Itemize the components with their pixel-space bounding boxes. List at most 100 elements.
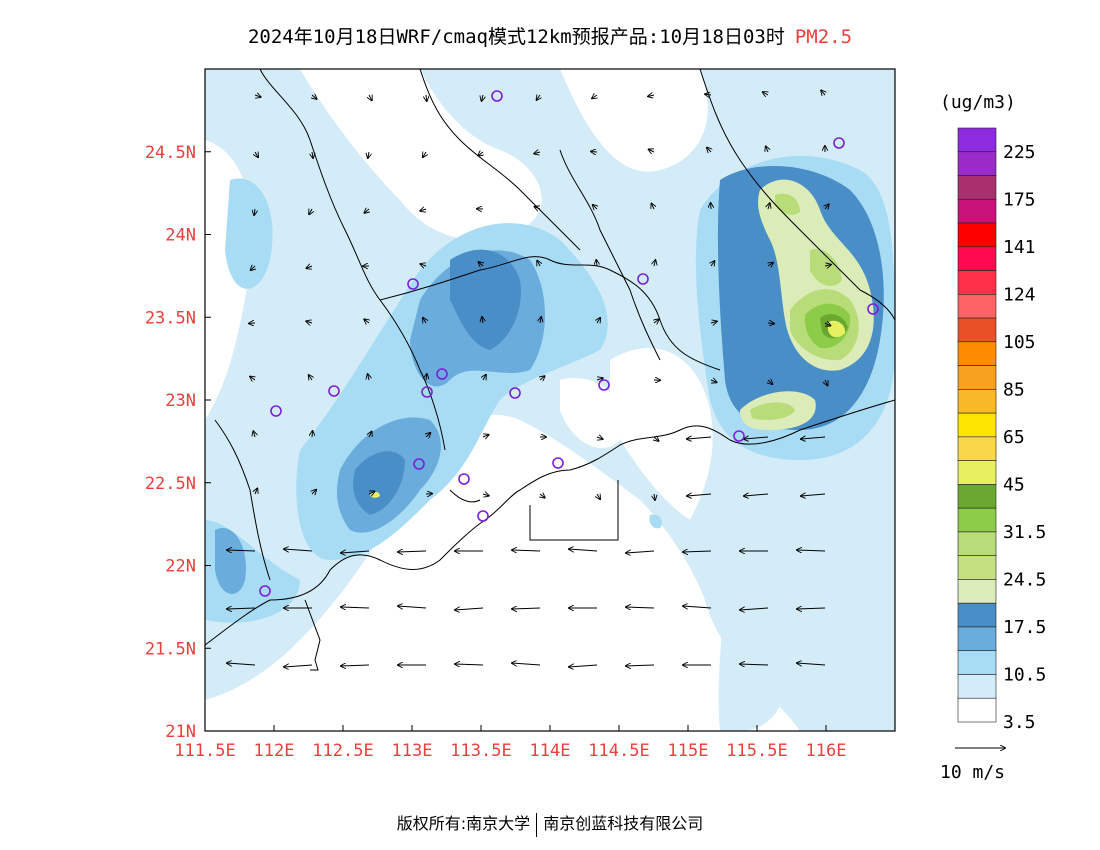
wind-arrow <box>569 665 598 667</box>
colorbar-swatch <box>957 270 997 295</box>
wind-arrow <box>312 151 313 158</box>
y-axis-ticks: 21N 21.5N 22N 22.5N 23N 23.5N 24N 24.5N <box>145 143 211 742</box>
x-axis-ticks: 111.5E 112E 112.5E 113E 113.5E 114E 114.5E 115E… <box>174 725 846 761</box>
wind-arrow <box>592 95 597 98</box>
colorbar-swatch <box>957 175 997 200</box>
footer-separator <box>536 812 538 837</box>
wind-arrow <box>368 374 369 381</box>
wind-arrow <box>426 94 427 101</box>
wind-arrow <box>651 204 654 209</box>
wind-arrow <box>825 204 829 209</box>
wind-arrow <box>596 437 603 439</box>
y-tick-label: 23.5N <box>145 308 196 328</box>
wind-arrow <box>420 209 427 211</box>
wind-arrow <box>534 207 540 209</box>
wind-arrow <box>766 146 768 152</box>
wind-arrow <box>537 261 540 266</box>
wind-arrow <box>626 551 655 553</box>
wind-arrow <box>455 608 484 610</box>
wind-arrow <box>711 380 717 382</box>
wind-arrow <box>825 380 828 385</box>
wind-arrow <box>284 549 313 551</box>
wind-arrow <box>483 375 486 380</box>
station-marker <box>637 273 649 285</box>
wind-arrow <box>482 494 489 496</box>
station-marker <box>733 430 745 442</box>
colorbar-label: 124 <box>1003 284 1036 305</box>
wind-arrow <box>309 375 312 380</box>
colorbar <box>957 127 997 723</box>
colorbar-label: 45 <box>1003 474 1025 495</box>
wind-arrow <box>767 323 774 324</box>
colorbar-swatch <box>957 507 997 533</box>
colorbar-label: 105 <box>1003 332 1036 353</box>
colorbar-swatch <box>957 127 997 153</box>
pm25-shading <box>205 69 895 731</box>
wind-arrow <box>312 95 317 99</box>
colorbar-swatch <box>957 484 997 509</box>
station-marker <box>477 510 489 522</box>
wind-arrow <box>482 317 483 324</box>
colorbar-label: 85 <box>1003 379 1025 400</box>
y-tick-label: 24.5N <box>145 143 196 163</box>
wind-legend: 10 m/s <box>940 748 1005 783</box>
station-markers <box>259 90 879 597</box>
wind-arrow <box>306 266 312 268</box>
wind-arrow <box>801 437 826 439</box>
wind-arrow <box>797 550 826 551</box>
wind-arrow <box>227 663 256 665</box>
wind-arrow <box>368 151 369 158</box>
wind-arrow <box>423 318 426 323</box>
colorbar-swatch <box>957 602 997 628</box>
colorbar-swatch <box>957 626 997 652</box>
wind-arrow <box>763 92 768 95</box>
wind-arrow <box>626 665 655 666</box>
wind-arrow <box>478 152 483 156</box>
wind-arrow <box>821 90 825 95</box>
wind-arrow <box>740 664 769 665</box>
wind-arrow <box>540 494 545 498</box>
colorbar-swatch <box>957 531 997 556</box>
footer: 版权所有:南京大学 南京创蓝科技有限公司 <box>0 810 1100 837</box>
footer-copyright: 版权所有:南京大学 <box>396 814 531 833</box>
wind-arrows <box>227 90 831 667</box>
wind-arrow <box>423 152 426 157</box>
colorbar-unit: (ug/m3) <box>940 92 1016 113</box>
colorbar-swatch <box>957 246 997 271</box>
colorbar-swatch <box>957 460 997 485</box>
wind-arrow <box>648 95 655 96</box>
wind-arrow <box>569 549 598 551</box>
wind-arrow <box>768 263 773 266</box>
wind-arrow <box>768 203 770 210</box>
wind-arrow <box>687 494 712 496</box>
x-tick-label: 113E <box>392 741 433 761</box>
wind-arrow <box>341 665 370 666</box>
x-tick-label: 115.5E <box>726 741 787 761</box>
variable-label: PM2.5 <box>794 26 853 48</box>
wind-arrow <box>483 435 489 437</box>
wind-arrow <box>596 378 603 380</box>
y-tick-label: 22N <box>165 557 196 577</box>
wind-arrow <box>768 380 772 384</box>
wind-arrow <box>512 608 541 609</box>
station-marker <box>509 387 521 399</box>
wind-arrow <box>253 431 255 438</box>
wind-arrow <box>306 321 313 323</box>
x-tick-label: 116E <box>806 741 847 761</box>
wind-arrow <box>254 208 255 215</box>
station-marker <box>491 90 503 102</box>
colorbar-swatch <box>957 555 997 580</box>
colorbar-label: 10.5 <box>1003 664 1046 685</box>
wind-arrow <box>596 260 597 267</box>
x-tick-label: 111.5E <box>174 741 235 761</box>
wind-arrow <box>369 491 374 494</box>
colorbar-swatch <box>957 650 997 675</box>
wind-arrow <box>744 437 769 439</box>
wind-arrow <box>597 494 600 499</box>
y-tick-label: 21.5N <box>145 639 196 659</box>
station-marker <box>867 303 879 315</box>
colorbar-swatch <box>957 151 997 176</box>
wind-arrow <box>825 323 830 326</box>
wind-arrow <box>251 266 255 270</box>
page-title: 2024年10月18日WRF/cmaq模式12km预报产品:10月18日03时 P… <box>0 22 1100 49</box>
